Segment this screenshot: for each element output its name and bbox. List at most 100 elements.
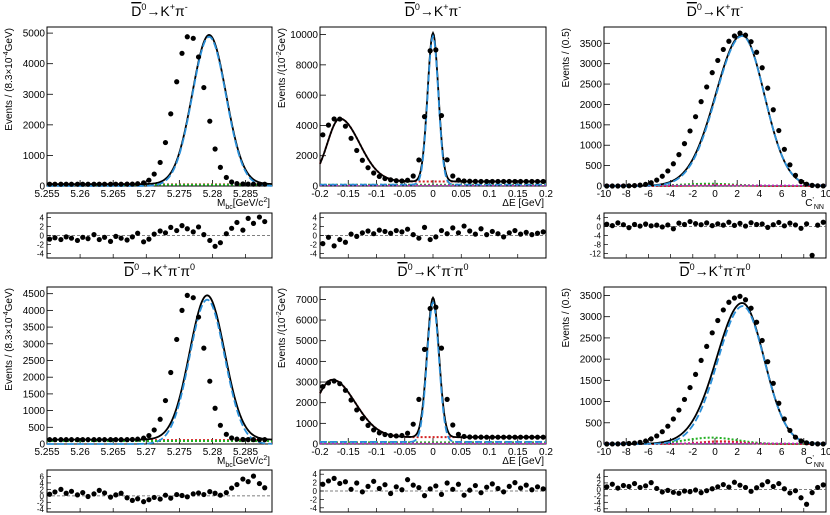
data-point xyxy=(523,178,529,185)
residual-point xyxy=(444,231,450,237)
y-tick-label: 4000 xyxy=(296,121,319,132)
data-point xyxy=(371,427,377,433)
residual-point xyxy=(320,481,326,487)
residual-point xyxy=(501,489,507,495)
data-point xyxy=(85,181,91,187)
data-point xyxy=(388,432,394,439)
x-axis-label-part: ' xyxy=(813,455,814,462)
residual-point xyxy=(676,220,682,226)
residual-point xyxy=(190,491,196,497)
data-point xyxy=(162,397,169,404)
residual-point xyxy=(709,486,715,492)
residual-point xyxy=(523,229,529,235)
y-tick-label: 500 xyxy=(28,423,45,434)
data-point xyxy=(648,436,654,442)
y-tick-label: 1000 xyxy=(580,397,603,408)
residual-y-tick-label: 4 xyxy=(313,470,318,479)
data-point xyxy=(207,378,213,384)
y-tick-label: 500 xyxy=(585,418,602,429)
x-tick-label: -6 xyxy=(644,189,653,200)
residual-y-tick-label: 0 xyxy=(597,485,602,494)
data-point xyxy=(262,437,268,443)
data-point xyxy=(58,181,64,187)
data-point xyxy=(654,433,660,439)
chart-title-part: + xyxy=(443,2,448,12)
data-point xyxy=(399,178,405,184)
data-point xyxy=(815,183,821,189)
residual-point xyxy=(489,481,495,487)
x-axis-label-part: C xyxy=(805,456,812,467)
chart-title-part: 0 xyxy=(415,2,420,12)
residual-y-tick-label: -12 xyxy=(589,250,601,259)
residual-point xyxy=(517,231,524,237)
x-tick-label: -0.15 xyxy=(337,447,360,458)
data-point xyxy=(720,46,726,53)
x-tick-label: -4 xyxy=(666,447,675,458)
x-tick-label: 5.275 xyxy=(167,189,192,200)
data-point xyxy=(742,297,749,303)
residual-point xyxy=(798,225,804,231)
data-point xyxy=(80,437,86,443)
data-point xyxy=(96,181,102,187)
residual-point xyxy=(665,222,671,228)
x-tick-label: -0.2 xyxy=(311,189,329,200)
residual-y-tick-label: 4 xyxy=(40,214,45,223)
plot-frame xyxy=(46,286,273,445)
data-point xyxy=(179,307,185,313)
residual-point xyxy=(484,232,490,238)
data-point xyxy=(320,383,326,390)
residual-frame xyxy=(603,469,827,513)
chart-title-part: 0 xyxy=(746,262,751,272)
x-tick-label: 0.2 xyxy=(539,189,553,200)
x-tick-label: 0.15 xyxy=(508,189,528,200)
data-point xyxy=(365,422,371,429)
data-point xyxy=(626,440,632,447)
residual-point xyxy=(742,223,749,229)
residual-point xyxy=(620,222,627,228)
x-axis-label-part: ΔE [GeV] xyxy=(502,198,544,209)
data-point xyxy=(85,437,91,443)
residual-point xyxy=(212,490,218,496)
residual-y-tick-label: -8 xyxy=(594,241,602,250)
chart-title-part: →K xyxy=(420,3,444,19)
data-point xyxy=(495,178,501,185)
residual-point xyxy=(681,221,688,228)
residual-point xyxy=(461,492,467,498)
data-point xyxy=(348,397,354,403)
x-tick-label: 5.26 xyxy=(70,447,90,458)
residual-point xyxy=(433,234,439,240)
data-point xyxy=(433,47,439,53)
residual-point xyxy=(207,237,213,244)
residual-point xyxy=(63,490,69,496)
data-point xyxy=(737,30,743,36)
y-tick-label: 8000 xyxy=(296,60,319,71)
data-point xyxy=(534,178,541,185)
y-tick-label: 2000 xyxy=(580,100,603,111)
x-axis-label-part: C xyxy=(805,198,812,209)
residual-point xyxy=(803,501,810,507)
residual-y-tick-label: 4 xyxy=(597,472,602,481)
y-tick-label: 3000 xyxy=(580,59,603,70)
residual-point xyxy=(399,229,405,235)
data-point xyxy=(245,181,251,187)
residual-point xyxy=(478,490,484,496)
data-point xyxy=(709,330,715,336)
data-point xyxy=(174,79,180,85)
data-point xyxy=(168,111,174,117)
data-point xyxy=(489,434,495,440)
residual-point xyxy=(416,235,422,241)
background-red-curve xyxy=(319,378,546,439)
residual-point xyxy=(223,490,229,496)
data-point xyxy=(234,180,240,187)
data-point xyxy=(540,434,546,440)
data-point xyxy=(146,433,152,439)
residual-point xyxy=(517,485,524,491)
residual-point xyxy=(416,485,422,491)
signal-fit-curve xyxy=(47,298,273,445)
y-tick-label: 1000 xyxy=(580,141,603,152)
signal-fit-curve xyxy=(320,34,546,186)
residual-point xyxy=(704,488,710,494)
data-point xyxy=(416,157,422,163)
residual-y-tick-label: 2 xyxy=(40,223,45,232)
